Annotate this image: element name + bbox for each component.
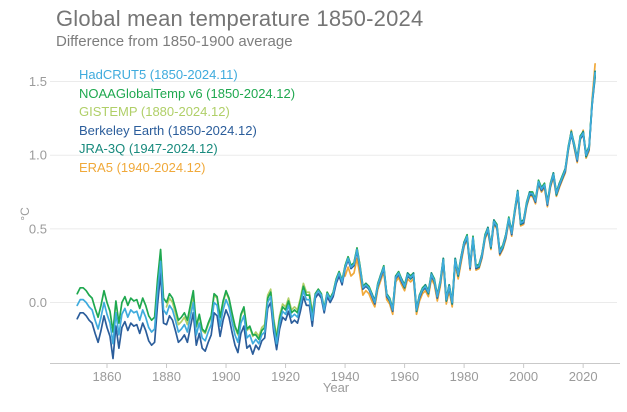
x-tick-label-1980: 1980	[450, 369, 479, 384]
chart-legend: HadCRUT5 (1850-2024.11) NOAAGlobalTemp v6…	[79, 66, 295, 178]
series-line-hadcrut5	[76, 71, 596, 345]
y-tick-label-0.5: 0.5	[29, 221, 47, 236]
x-tick-label-1860: 1860	[93, 369, 122, 384]
x-axis: 1860 1880 1900 1920 1940 1960 1980 2000 2020	[50, 363, 620, 384]
x-tick-label-1880: 1880	[152, 369, 181, 384]
x-tick-label-2020: 2020	[569, 369, 598, 384]
legend-item-hadcrut5: HadCRUT5 (1850-2024.11)	[79, 67, 238, 82]
y-tick-label-0.0: 0.0	[29, 295, 47, 310]
x-tick-label-1920: 1920	[271, 369, 300, 384]
y-axis-tick-labels: 0.0 0.5 1.0 1.5	[29, 74, 47, 310]
x-tick-label-1940: 1940	[331, 369, 360, 384]
y-tick-label-1.0: 1.0	[29, 148, 47, 163]
legend-item-berkeley-earth: Berkeley Earth (1850-2024.12)	[79, 122, 257, 138]
x-tick-label-2000: 2000	[509, 369, 538, 384]
page-subtitle: Difference from 1850-1900 average	[56, 33, 293, 50]
y-axis-title: °C	[18, 207, 32, 221]
legend-item-noaaglobaltemp-v6: NOAAGlobalTemp v6 (1850-2024.12)	[79, 85, 296, 101]
x-tick-label-1960: 1960	[390, 369, 419, 384]
x-axis-title: Year	[323, 380, 350, 395]
series-lines	[76, 63, 596, 360]
legend-item-jra-3q: JRA-3Q (1947-2024.12)	[79, 141, 218, 157]
legend-item-gistemp: GISTEMP (1880-2024.12)	[79, 104, 230, 120]
x-tick-label-1900: 1900	[212, 369, 241, 384]
legend-item-era5: ERA5 (1940-2024.12)	[79, 159, 206, 175]
page-title: Global mean temperature 1850-2024	[56, 6, 424, 31]
y-tick-label-1.5: 1.5	[29, 74, 47, 89]
